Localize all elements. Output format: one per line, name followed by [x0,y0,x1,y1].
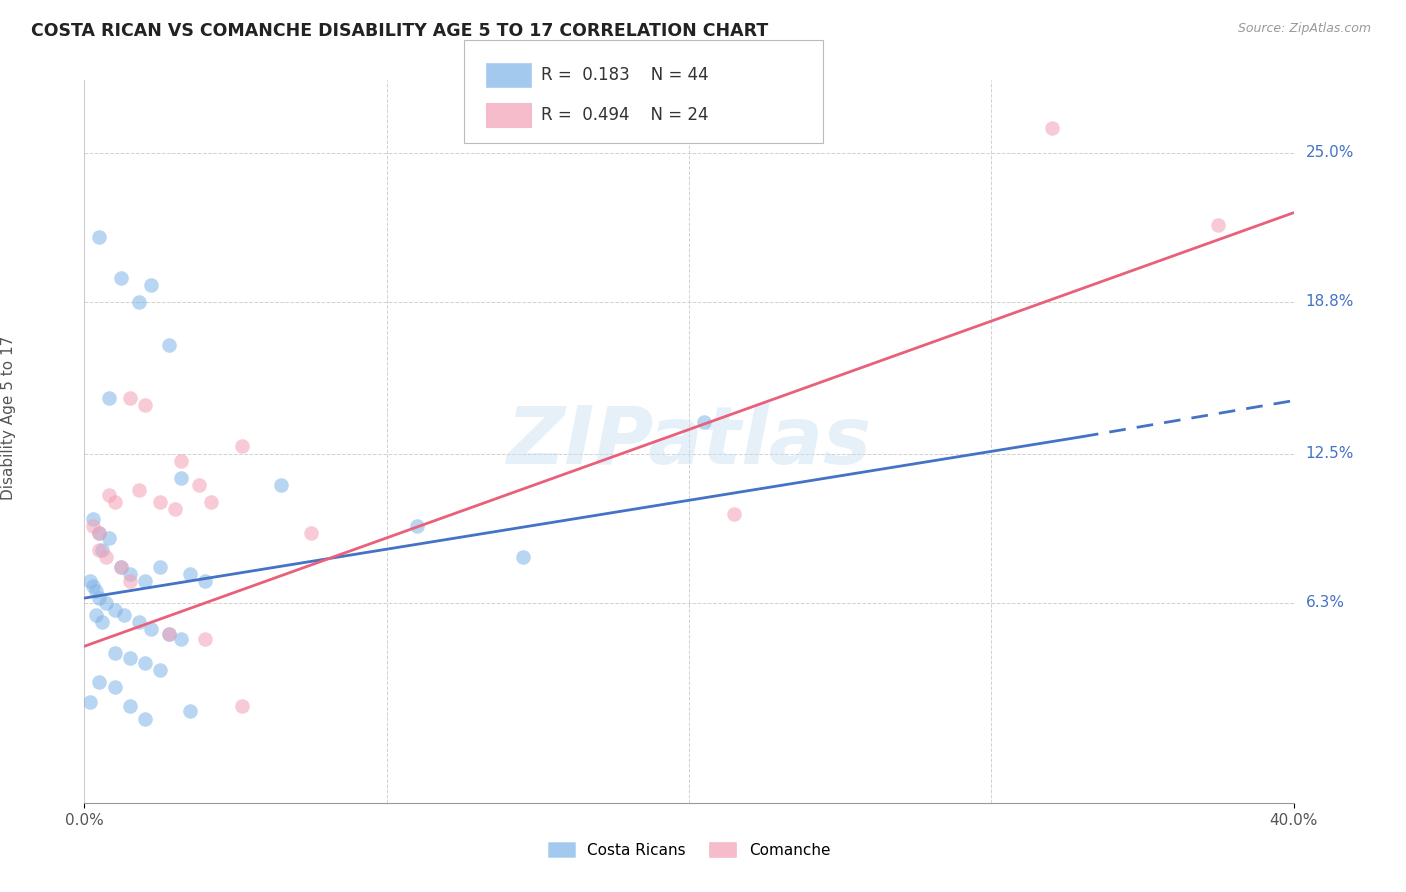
Text: 12.5%: 12.5% [1306,446,1354,461]
Point [112,607,135,622]
Text: ZIPatlas: ZIPatlas [506,402,872,481]
Point [723,507,745,521]
Point [89,526,111,541]
Point [170,471,193,485]
Point [104,647,127,661]
Point [97,391,120,405]
Point [134,712,156,726]
Text: 18.8%: 18.8% [1306,294,1354,310]
Text: Source: ZipAtlas.com: Source: ZipAtlas.com [1237,22,1371,36]
Point [104,603,127,617]
Point [94,550,117,565]
Point [200,494,222,508]
Point [270,478,292,492]
Point [79,695,101,709]
Point [406,518,429,533]
Point [118,699,141,714]
Point [194,574,217,589]
Point [91,542,114,557]
Point [299,526,322,541]
Point [134,574,156,589]
Point [157,338,180,352]
Point [82,511,104,525]
Point [179,704,201,718]
Point [134,398,156,412]
Point [104,494,127,508]
Point [188,478,211,492]
Point [512,550,534,565]
Point [1206,218,1229,232]
Point [157,627,180,641]
Legend: Costa Ricans, Comanche: Costa Ricans, Comanche [541,836,837,863]
Point [89,230,111,244]
Point [79,574,101,589]
Point [89,526,111,541]
Point [149,494,172,508]
Point [97,487,120,501]
Point [82,579,104,593]
Point [128,294,150,309]
Point [82,518,104,533]
Text: R =  0.183    N = 44: R = 0.183 N = 44 [541,66,709,84]
Point [128,615,150,630]
Point [86,583,108,598]
Point [231,439,253,453]
Point [89,591,111,606]
Point [134,656,156,670]
Point [149,559,172,574]
Point [170,632,193,646]
Point [104,680,127,694]
Point [118,574,141,589]
Point [89,675,111,690]
Point [157,627,180,641]
Point [139,277,162,292]
Point [128,483,150,497]
Point [110,559,132,574]
Point [118,391,141,405]
Text: 6.3%: 6.3% [1306,595,1344,610]
Point [170,454,193,468]
Point [1040,121,1063,136]
Point [91,615,114,630]
Point [94,596,117,610]
Point [89,542,111,557]
Text: 25.0%: 25.0% [1306,145,1354,160]
Point [149,664,172,678]
Point [118,567,141,582]
Point [118,651,141,665]
Point [110,559,132,574]
Point [165,502,187,516]
Point [110,270,132,285]
Point [693,415,716,429]
Point [179,567,201,582]
Text: R =  0.494    N = 24: R = 0.494 N = 24 [541,106,709,124]
Text: COSTA RICAN VS COMANCHE DISABILITY AGE 5 TO 17 CORRELATION CHART: COSTA RICAN VS COMANCHE DISABILITY AGE 5… [31,22,768,40]
Text: Disability Age 5 to 17: Disability Age 5 to 17 [1,335,17,500]
Point [97,531,120,545]
Point [86,607,108,622]
Point [194,632,217,646]
Point [139,623,162,637]
Point [231,699,253,714]
